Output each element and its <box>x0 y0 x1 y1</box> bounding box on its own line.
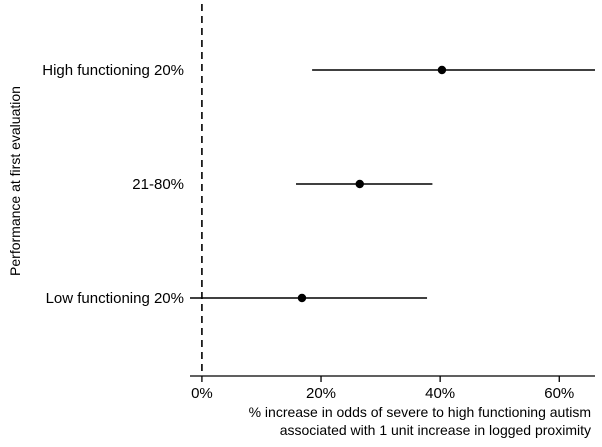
x-tick-label-2: 40% <box>425 385 455 402</box>
labels: Performance at first evaluation % increa… <box>7 62 591 438</box>
category-label-1: 21-80% <box>132 176 184 193</box>
point-estimate-2 <box>297 293 307 303</box>
y-axis-title: Performance at first evaluation <box>7 86 23 276</box>
category-label-2: Low functioning 20% <box>46 290 184 307</box>
x-tick-label-0: 0% <box>191 385 213 402</box>
x-tick-label-3: 60% <box>544 385 574 402</box>
point-estimate-0 <box>437 65 447 75</box>
category-label-0: High functioning 20% <box>42 62 184 79</box>
x-axis-title-line-1: % increase in odds of severe to high fun… <box>249 404 591 420</box>
point-estimate-1 <box>355 179 364 189</box>
x-tick-label-1: 20% <box>306 385 336 402</box>
axes <box>190 4 595 382</box>
x-axis-title-line-2: associated with 1 unit increase in logge… <box>280 422 591 438</box>
data-marks <box>190 65 595 303</box>
